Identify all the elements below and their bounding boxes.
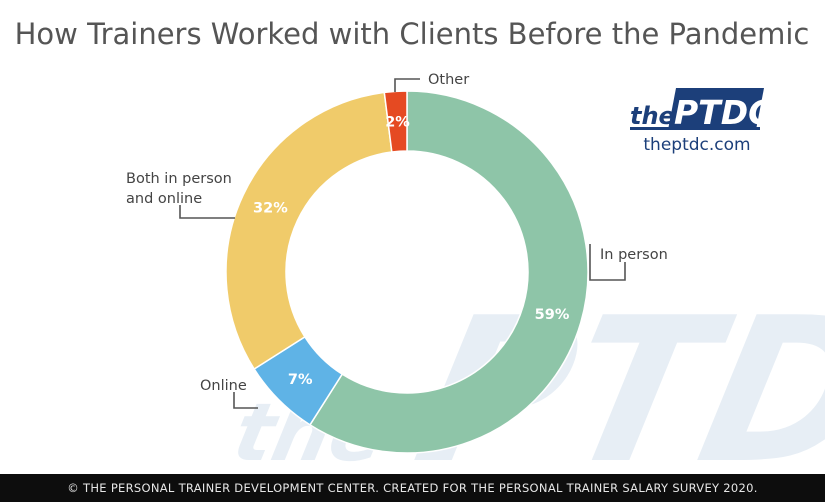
logo-prefix: the: [630, 102, 675, 130]
logo-badge: [668, 88, 764, 130]
logo-url: theptdc.com: [643, 135, 750, 155]
logo-brand: PTDC: [674, 93, 772, 132]
footer-copyright: © THE PERSONAL TRAINER DEVELOPMENT CENTE…: [0, 474, 825, 502]
leader-lines: [179, 78, 626, 409]
value-label-online: 7%: [288, 372, 313, 388]
chart: the PTDC How Trainers Worked with Client…: [15, 17, 825, 474]
category-label-online: Online: [200, 378, 247, 394]
category-label-both-in-person-and-online: Both in person and online: [126, 171, 232, 207]
pie-slices: [225, 90, 589, 454]
category-label-other: Other: [428, 72, 469, 88]
slice-other: [383, 90, 408, 153]
value-labels: 59% 7% 32% 2%: [253, 114, 570, 388]
leader-line-other: [394, 78, 420, 92]
chart-title: How Trainers Worked with Clients Before …: [15, 17, 810, 51]
value-label-both-in-person-and-online: 32%: [253, 201, 288, 217]
category-label-line: Other: [428, 72, 469, 88]
leader-line-in-person: [589, 244, 626, 281]
category-label-line: and online: [126, 191, 202, 207]
value-label-other: 2%: [385, 114, 410, 130]
leader-line-both-in-person-and-online: [179, 205, 235, 219]
brand-logo: the PTDC theptdc.com: [630, 88, 772, 155]
leader-line-online: [233, 392, 258, 409]
category-labels: In person Online Both in person and online O…: [126, 72, 668, 394]
category-label-line: Both in person: [126, 171, 232, 187]
category-label-in-person: In person: [600, 247, 668, 263]
slice-in-person: [308, 90, 589, 454]
slice-both-in-person-and-online: [225, 91, 393, 371]
category-label-line: Online: [200, 378, 247, 394]
category-label-line: In person: [600, 247, 668, 263]
value-label-in-person: 59%: [535, 307, 570, 323]
logo-underline: [630, 127, 760, 130]
